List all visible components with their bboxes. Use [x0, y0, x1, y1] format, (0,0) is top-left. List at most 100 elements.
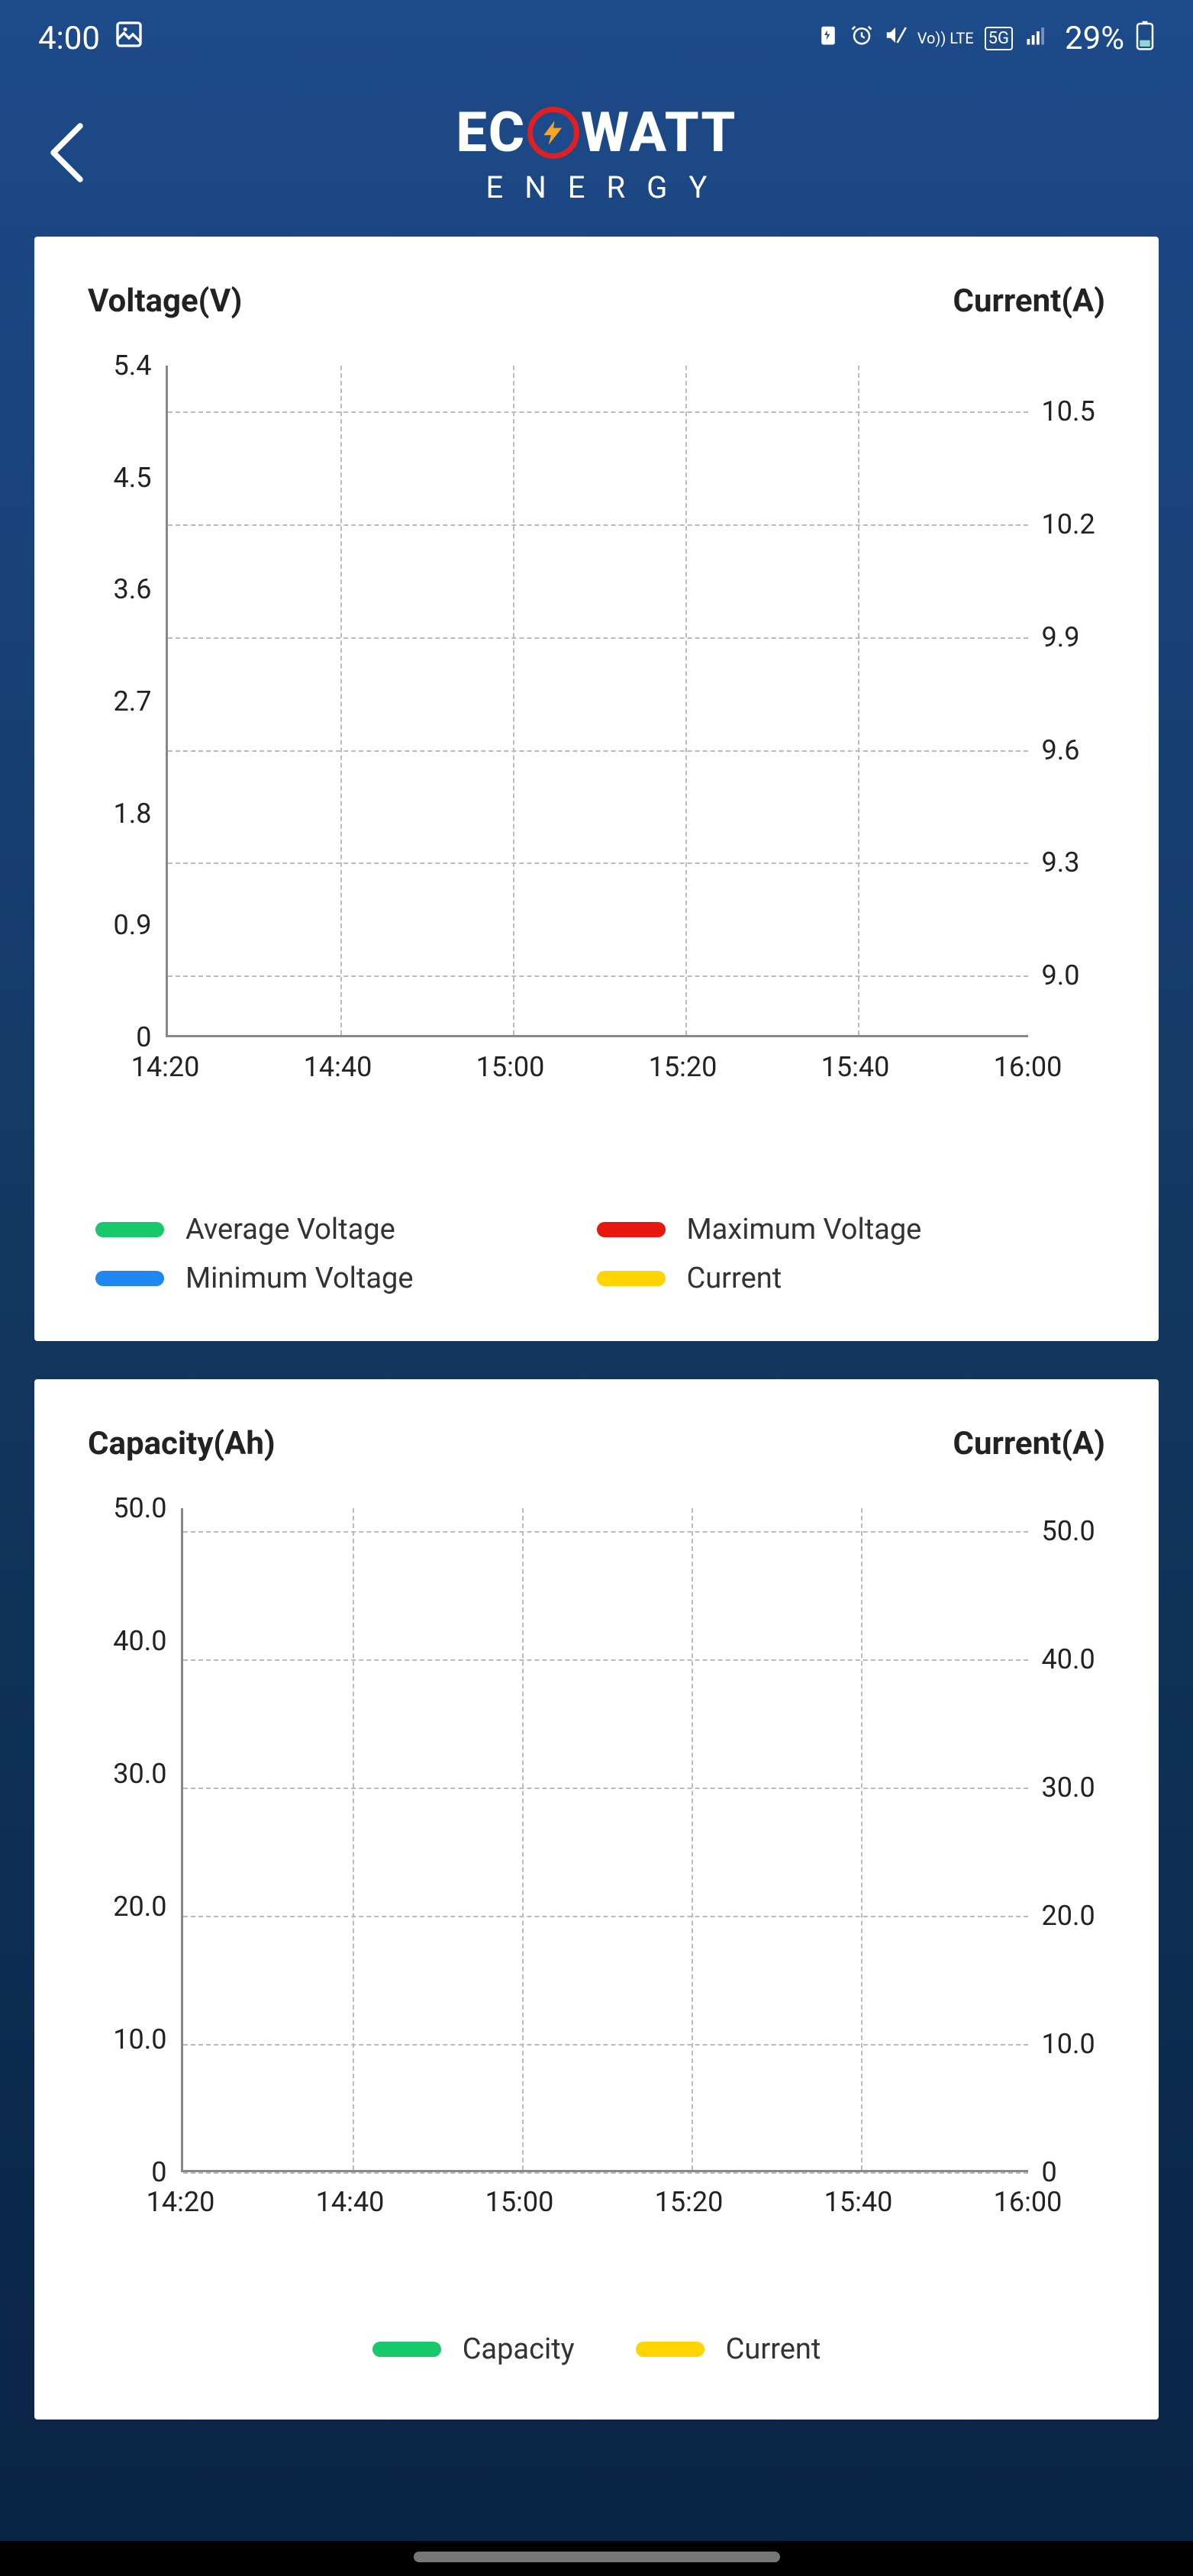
- y-left-tick: 0: [74, 2156, 167, 2188]
- gridline-h: [168, 524, 1028, 526]
- gridline-v: [513, 366, 514, 1035]
- gridline-v: [340, 366, 342, 1035]
- brand-wordmark: EC WATT: [456, 100, 737, 165]
- y-right-tick: 50.0: [1042, 1515, 1095, 1547]
- y-left-tick: 5.4: [74, 350, 152, 382]
- y-left-tick: 40.0: [74, 1625, 167, 1657]
- legend-item: Current: [597, 1262, 1098, 1295]
- legend: Average Voltage Maximum Voltage Minimum Vo…: [65, 1213, 1128, 1295]
- legend-label: Capacity: [463, 2333, 575, 2366]
- x-tick: 16:00: [994, 2186, 1062, 2218]
- voltage-card: Voltage(V) Current(A) 5.4 4.5 3.6 2.7 1.8 0.9…: [34, 237, 1159, 1341]
- y-right-tick: 30.0: [1042, 1772, 1095, 1804]
- right-axis-title: Current(A): [953, 282, 1105, 320]
- x-tick: 14:40: [304, 1051, 372, 1083]
- gridline-v: [692, 1508, 693, 2170]
- right-axis-title: Current(A): [953, 1425, 1105, 1462]
- gridline-v: [858, 366, 859, 1035]
- y-right-tick: 9.0: [1042, 959, 1080, 991]
- legend-item: Capacity: [372, 2333, 575, 2366]
- legend-item: Current: [636, 2333, 821, 2366]
- legend-label: Maximum Voltage: [687, 1213, 922, 1246]
- gridline-h: [183, 1659, 1028, 1661]
- y-left-tick: 2.7: [74, 685, 152, 717]
- y-left-tick: 10.0: [74, 2023, 167, 2055]
- legend-swatch: [597, 1222, 666, 1237]
- plot-area[interactable]: [181, 1508, 1028, 2172]
- nav-handle[interactable]: [414, 2552, 780, 2562]
- card-title-row: Voltage(V) Current(A): [65, 282, 1128, 366]
- legend-item: Minimum Voltage: [95, 1262, 597, 1295]
- status-right: Vo)) LTE 5G 29%: [817, 20, 1155, 57]
- gridline-h: [183, 2172, 1028, 2174]
- y-left-tick: 20.0: [74, 1891, 167, 1923]
- plot-area[interactable]: [166, 366, 1028, 1037]
- capacity-card: Capacity(Ah) Current(A) 50.0 40.0 30.0 20.0…: [34, 1379, 1159, 2420]
- left-axis-title: Voltage(V): [88, 282, 242, 320]
- y-left-tick: 4.5: [74, 462, 152, 494]
- y-left-tick: 0.9: [74, 909, 152, 941]
- gridline-v: [861, 1508, 863, 2170]
- legend-item: Average Voltage: [95, 1213, 597, 1246]
- x-tick: 15:00: [476, 1051, 545, 1083]
- x-tick: 14:20: [147, 2186, 215, 2218]
- gridline-h: [168, 862, 1028, 864]
- gridline-h: [183, 1531, 1028, 1533]
- status-bar: 4:00 Vo)) LTE 5G 29%: [0, 0, 1193, 76]
- battery-icon: [1135, 20, 1155, 57]
- x-tick: 16:00: [994, 1051, 1062, 1083]
- x-tick: 14:20: [131, 1051, 200, 1083]
- back-button[interactable]: [31, 118, 99, 187]
- gridline-v: [353, 1508, 354, 2170]
- x-tick: 15:20: [655, 2186, 724, 2218]
- y-left-tick: 30.0: [74, 1758, 167, 1790]
- legend-swatch: [597, 1271, 666, 1286]
- legend-swatch: [372, 2342, 441, 2357]
- brand-logo-icon: [527, 107, 579, 159]
- mute-icon: [884, 23, 907, 53]
- chart-area[interactable]: 5.44.53.62.71.80.9010.510.29.99.69.39.01…: [65, 366, 1128, 1098]
- fiveg-icon: 5G: [985, 27, 1013, 50]
- y-left-tick: 0: [74, 1021, 152, 1053]
- x-tick: 15:00: [485, 2186, 554, 2218]
- y-right-tick: 10.5: [1042, 395, 1095, 427]
- gridline-v: [522, 1508, 524, 2170]
- y-right-tick: 9.6: [1042, 734, 1080, 766]
- y-left-tick: 1.8: [74, 798, 152, 830]
- x-tick: 14:40: [316, 2186, 385, 2218]
- gridline-h: [183, 1788, 1028, 1789]
- app-header: EC WATT ENERGY: [0, 76, 1193, 229]
- legend-label: Minimum Voltage: [185, 1262, 414, 1295]
- status-left: 4:00: [38, 19, 144, 58]
- gridline-h: [183, 2044, 1028, 2046]
- brand-right-text: WATT: [581, 100, 737, 165]
- volte-icon: Vo)) LTE: [917, 31, 974, 46]
- brand-subtitle: ENERGY: [456, 169, 737, 205]
- gridline-h: [168, 411, 1028, 413]
- y-right-tick: 40.0: [1042, 1643, 1095, 1675]
- y-left-tick: 50.0: [74, 1492, 167, 1524]
- y-right-tick: 20.0: [1042, 1900, 1095, 1932]
- legend-label: Current: [726, 2333, 821, 2366]
- gridline-h: [168, 750, 1028, 752]
- battery-percent: 29%: [1065, 20, 1124, 57]
- clock: 4:00: [38, 20, 100, 57]
- card-title-row: Capacity(Ah) Current(A): [65, 1425, 1128, 1508]
- gridline-h: [183, 1916, 1028, 1917]
- y-right-tick: 10.0: [1042, 2028, 1095, 2060]
- alarm-icon: [850, 23, 873, 53]
- y-left-tick: 3.6: [74, 573, 152, 605]
- battery-saver-icon: [817, 23, 840, 53]
- legend-swatch: [95, 1222, 164, 1237]
- chart-area[interactable]: 50.040.030.020.010.0050.040.030.020.010.…: [65, 1508, 1128, 2233]
- legend-label: Current: [687, 1262, 782, 1295]
- y-right-tick: 9.3: [1042, 846, 1080, 879]
- x-tick: 15:20: [649, 1051, 717, 1083]
- gridline-h: [168, 637, 1028, 639]
- y-right-tick: 10.2: [1042, 508, 1095, 540]
- legend-label: Average Voltage: [185, 1213, 395, 1246]
- x-tick: 15:40: [821, 1051, 890, 1083]
- left-axis-title: Capacity(Ah): [88, 1425, 276, 1462]
- legend: Capacity Current: [65, 2333, 1128, 2366]
- gallery-icon: [114, 19, 144, 58]
